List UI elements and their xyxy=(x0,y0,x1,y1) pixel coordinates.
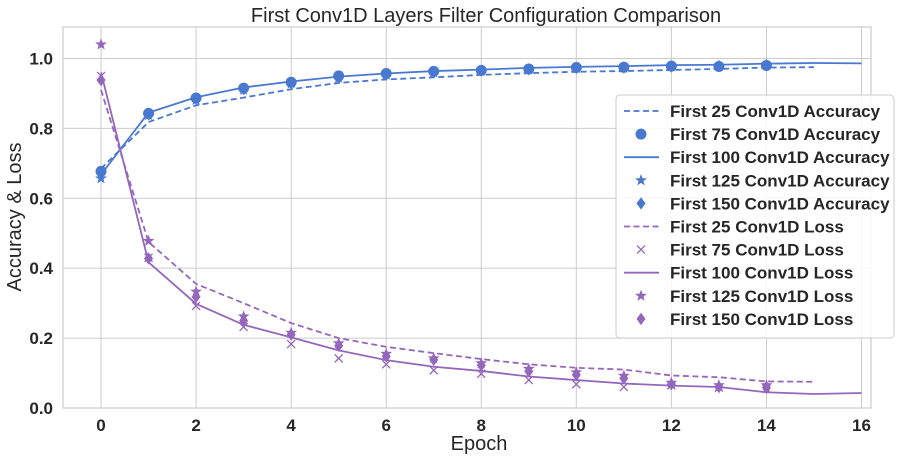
data-point xyxy=(381,359,391,369)
data-point xyxy=(144,252,154,265)
legend-label: First 150 Conv1D Loss xyxy=(670,310,853,329)
x-tick-label: 10 xyxy=(567,416,586,435)
x-tick-label: 12 xyxy=(662,416,681,435)
legend: First 25 Conv1D Accuracy First 75 Conv1D … xyxy=(615,94,895,339)
legend-marker-swatch xyxy=(635,174,647,186)
data-point xyxy=(286,339,296,349)
legend-item: First 150 Conv1D Loss xyxy=(636,310,853,329)
legend-item: First 75 Conv1D Accuracy xyxy=(635,125,881,144)
legend-label: First 125 Conv1D Accuracy xyxy=(670,171,890,190)
legend-marker-swatch xyxy=(635,289,647,301)
legend-marker-swatch xyxy=(635,128,647,140)
legend-label: First 25 Conv1D Loss xyxy=(670,218,844,237)
plot-area xyxy=(95,38,862,395)
axis-ticks: 0.0 0.2 0.4 0.6 0.8 1.0 0 2 4 6 8 10 12 14 16 xyxy=(29,49,871,435)
legend-item: First 125 Conv1D Loss xyxy=(635,287,853,306)
data-point xyxy=(476,64,486,77)
legend-item: First 100 Conv1D Loss xyxy=(624,264,853,283)
data-point xyxy=(429,353,439,366)
data-point xyxy=(524,63,534,76)
data-point xyxy=(142,234,155,246)
data-point xyxy=(95,38,107,50)
data-point xyxy=(619,61,629,74)
data-point xyxy=(714,59,724,73)
legend-marker-swatch xyxy=(636,197,646,210)
data-point xyxy=(191,301,201,311)
y-axis-label: Accuracy & Loss xyxy=(4,143,26,292)
data-point xyxy=(524,365,534,378)
data-point xyxy=(429,65,439,79)
data-point xyxy=(96,73,106,87)
legend-label: First 100 Conv1D Accuracy xyxy=(670,148,890,167)
data-point xyxy=(571,368,581,381)
data-point xyxy=(571,61,581,75)
data-point xyxy=(286,76,296,90)
legend-item: First 100 Conv1D Accuracy xyxy=(624,148,890,167)
data-point xyxy=(334,353,344,363)
legend-item: First 25 Conv1D Accuracy xyxy=(624,102,881,121)
legend-label: First 25 Conv1D Accuracy xyxy=(670,102,881,121)
data-point xyxy=(761,381,771,394)
data-point xyxy=(334,339,344,352)
x-tick-label: 8 xyxy=(477,416,486,435)
data-point xyxy=(334,71,344,84)
x-tick-label: 2 xyxy=(191,416,200,435)
data-point xyxy=(571,379,581,389)
x-tick-label: 14 xyxy=(757,416,776,435)
x-axis-label: Epoch xyxy=(451,433,508,455)
data-point xyxy=(381,67,391,81)
legend-label: First 125 Conv1D Loss xyxy=(670,287,853,306)
y-tick-label: 0.4 xyxy=(29,259,53,278)
data-point xyxy=(476,359,486,372)
y-tick-label: 1.0 xyxy=(29,49,53,68)
series-first-150-conv1d-loss xyxy=(96,73,771,394)
data-point xyxy=(239,83,249,96)
legend-item: First 25 Conv1D Loss xyxy=(624,218,844,237)
series-first-25-conv1d-loss xyxy=(100,89,814,383)
x-tick-label: 6 xyxy=(381,416,390,435)
x-tick-label: 16 xyxy=(852,416,871,435)
data-point xyxy=(144,108,154,121)
y-tick-label: 0.0 xyxy=(29,399,53,418)
legend-marker-swatch xyxy=(636,312,646,326)
x-tick-label: 0 xyxy=(96,416,105,435)
data-point xyxy=(286,328,296,341)
legend-label: First 100 Conv1D Loss xyxy=(670,264,853,283)
y-tick-label: 0.2 xyxy=(29,329,53,348)
chart-title: First Conv1D Layers Filter Configuration… xyxy=(251,5,721,27)
data-point xyxy=(666,378,676,391)
data-point xyxy=(239,314,249,327)
data-point xyxy=(761,59,771,72)
legend-item: First 150 Conv1D Accuracy xyxy=(636,194,890,213)
data-point xyxy=(666,60,676,73)
y-tick-label: 0.6 xyxy=(29,189,53,208)
legend-label: First 150 Conv1D Accuracy xyxy=(670,194,890,213)
data-point xyxy=(191,290,201,304)
y-tick-label: 0.8 xyxy=(29,119,53,138)
legend-item: First 125 Conv1D Accuracy xyxy=(635,171,890,190)
legend-marker-swatch xyxy=(636,245,646,255)
data-point xyxy=(714,380,724,394)
legend-label: First 75 Conv1D Accuracy xyxy=(670,125,881,144)
series-line xyxy=(100,66,814,170)
series-first-25-conv1d-accuracy xyxy=(100,66,814,170)
data-point xyxy=(381,350,391,363)
data-point xyxy=(191,92,201,105)
legend-label: First 75 Conv1D Loss xyxy=(670,241,844,260)
series-first-150-conv1d-accuracy xyxy=(96,59,771,180)
series-line xyxy=(100,89,814,383)
legend-box xyxy=(615,94,895,339)
data-point xyxy=(96,166,106,180)
data-point xyxy=(619,372,629,385)
x-tick-label: 4 xyxy=(286,416,296,435)
legend-item: First 75 Conv1D Loss xyxy=(636,241,844,260)
